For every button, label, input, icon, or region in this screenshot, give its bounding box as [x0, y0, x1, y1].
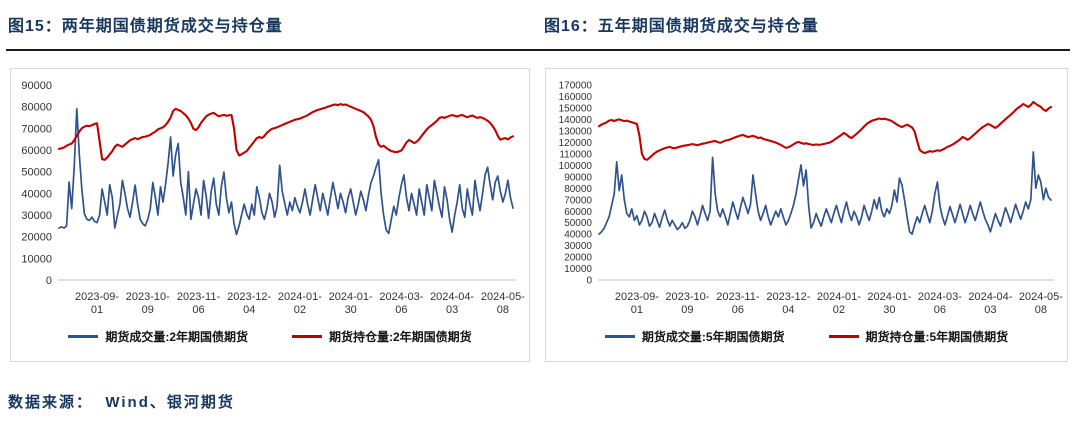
y-axis-label: 170000 — [559, 81, 593, 92]
y-axis-label: 10000 — [564, 264, 592, 275]
y-axis-label: 20000 — [21, 232, 52, 244]
y-axis-label: 80000 — [564, 184, 592, 195]
x-axis-label: 03 — [984, 304, 996, 316]
y-axis-label: 140000 — [559, 115, 593, 126]
legend-label: 期货持仓量:2年期国债期货 — [329, 330, 472, 344]
y-axis-label: 30000 — [21, 210, 52, 222]
x-axis-label: 01 — [631, 304, 643, 316]
x-axis-label: 06 — [192, 304, 204, 316]
open-interest-series-line — [597, 100, 1053, 161]
y-axis-label: 60000 — [564, 207, 592, 218]
y-axis-label: 130000 — [559, 127, 593, 138]
y-axis-label: 0 — [46, 275, 52, 287]
source-note: 数据来源： Wind、银河期货 — [8, 394, 235, 411]
chart15-plot-area: 0 10000 20000 30000 40000 50000 60000 70000 8000… — [11, 69, 527, 317]
x-axis-label: 2024-01- — [278, 291, 322, 303]
x-axis-label: 2024-05- — [481, 291, 525, 303]
x-axis-label: 2024-01- — [817, 291, 861, 303]
x-axis-label: 02 — [294, 304, 306, 316]
y-axis-label: 10000 — [21, 253, 52, 265]
x-axis-label: 01 — [91, 304, 103, 316]
x-axis-label: 2023-12- — [227, 291, 271, 303]
x-axis-label: 2024-01- — [329, 291, 373, 303]
x-axis-label: 08 — [497, 304, 509, 316]
x-axis-label: 2024-03- — [379, 291, 423, 303]
x-axis-label: 06 — [395, 304, 407, 316]
legend-line-swatch — [604, 335, 635, 338]
x-axis-label: 2024-01- — [867, 291, 911, 303]
y-axis-label: 70000 — [21, 123, 52, 135]
y-axis-label: 80000 — [21, 102, 52, 114]
y-axis-label: 60000 — [21, 145, 52, 157]
y-axis-label: 30000 — [564, 241, 592, 252]
legend-line-swatch — [828, 335, 859, 338]
y-axis-label: 110000 — [559, 149, 592, 160]
x-axis-label: 09 — [681, 304, 693, 316]
chart15-legend: 期货成交量:2年期国债期货 期货持仓量:2年期国债期货 — [11, 328, 529, 345]
legend-item-volume: 期货成交量:2年期国债期货 — [68, 328, 248, 345]
x-axis-label: 2023-10- — [126, 291, 170, 303]
x-axis-label: 2023-09- — [615, 291, 659, 303]
chart16-panel: 0 10000 20000 30000 40000 50000 60000 70000 8000… — [545, 68, 1068, 362]
legend-label: 期货持仓量:5年期国债期货 — [865, 330, 1009, 344]
chart16-title: 图16：五年期国债期货成交与持仓量 — [544, 18, 819, 35]
x-axis-label: 08 — [1035, 304, 1047, 316]
y-axis-label: 120000 — [559, 138, 593, 149]
chart-canvas: 0100002000030000400005000060000700008000… — [559, 81, 1064, 316]
x-axis-label: 2024-03- — [918, 291, 962, 303]
x-axis-label: 04 — [243, 304, 255, 316]
chart16-legend: 期货成交量:5年期国债期货 期货持仓量:5年期国债期货 — [546, 328, 1067, 345]
x-axis-label: 2023-10- — [665, 291, 709, 303]
chart15-panel: 0 10000 20000 30000 40000 50000 60000 70000 8000… — [10, 68, 530, 362]
volume-series-line — [58, 107, 514, 236]
x-axis-label: 2024-05- — [1019, 291, 1063, 303]
y-axis-label: 150000 — [559, 104, 593, 115]
chart16-plot-area: 0 10000 20000 30000 40000 50000 60000 70000 8000… — [546, 69, 1065, 317]
x-axis-label: 2023-09- — [75, 291, 119, 303]
x-axis-label: 2024-04- — [430, 291, 474, 303]
x-axis-label: 2024-04- — [968, 291, 1012, 303]
y-axis-label: 40000 — [21, 188, 52, 200]
x-axis-label: 2023-12- — [766, 291, 810, 303]
y-axis-label: 40000 — [564, 230, 592, 241]
y-axis-label: 0 — [586, 276, 592, 287]
y-axis-label: 100000 — [559, 161, 593, 172]
open-interest-series-line — [57, 103, 515, 161]
y-axis-label: 90000 — [21, 80, 52, 92]
legend-line-swatch — [292, 335, 322, 338]
x-axis-label: 06 — [934, 304, 946, 316]
x-axis-label: 2023-11- — [716, 291, 760, 303]
y-axis-label: 160000 — [559, 92, 593, 103]
x-axis-label: 02 — [833, 304, 845, 316]
legend-item-open-interest: 期货持仓量:5年期国债期货 — [828, 328, 1009, 345]
legend-line-swatch — [68, 335, 99, 338]
legend-item-open-interest: 期货持仓量:2年期国债期货 — [292, 328, 472, 345]
legend-label: 期货成交量:2年期国债期货 — [105, 330, 248, 344]
x-axis-label: 30 — [883, 304, 895, 316]
legend-item-volume: 期货成交量:5年期国债期货 — [604, 328, 785, 345]
x-axis-label: 2023-11- — [177, 291, 221, 303]
legend-label: 期货成交量:5年期国债期货 — [641, 330, 785, 344]
y-axis-label: 70000 — [564, 195, 592, 206]
x-axis-label: 06 — [732, 304, 744, 316]
x-axis-label: 03 — [446, 304, 458, 316]
chart-canvas: 0 10000 20000 30000 40000 50000 60000 70000 8000… — [21, 80, 525, 316]
volume-series-line — [598, 151, 1052, 235]
x-axis-label: 09 — [142, 304, 154, 316]
y-axis-label: 90000 — [564, 172, 592, 183]
title-underline — [6, 49, 1070, 51]
y-axis-label: 50000 — [564, 218, 592, 229]
x-axis-label: 04 — [782, 304, 794, 316]
y-axis-label: 50000 — [21, 167, 52, 179]
x-axis-label: 30 — [345, 304, 357, 316]
y-axis-label: 20000 — [564, 253, 592, 264]
chart15-title: 图15：两年期国债期货成交与持仓量 — [8, 18, 283, 35]
